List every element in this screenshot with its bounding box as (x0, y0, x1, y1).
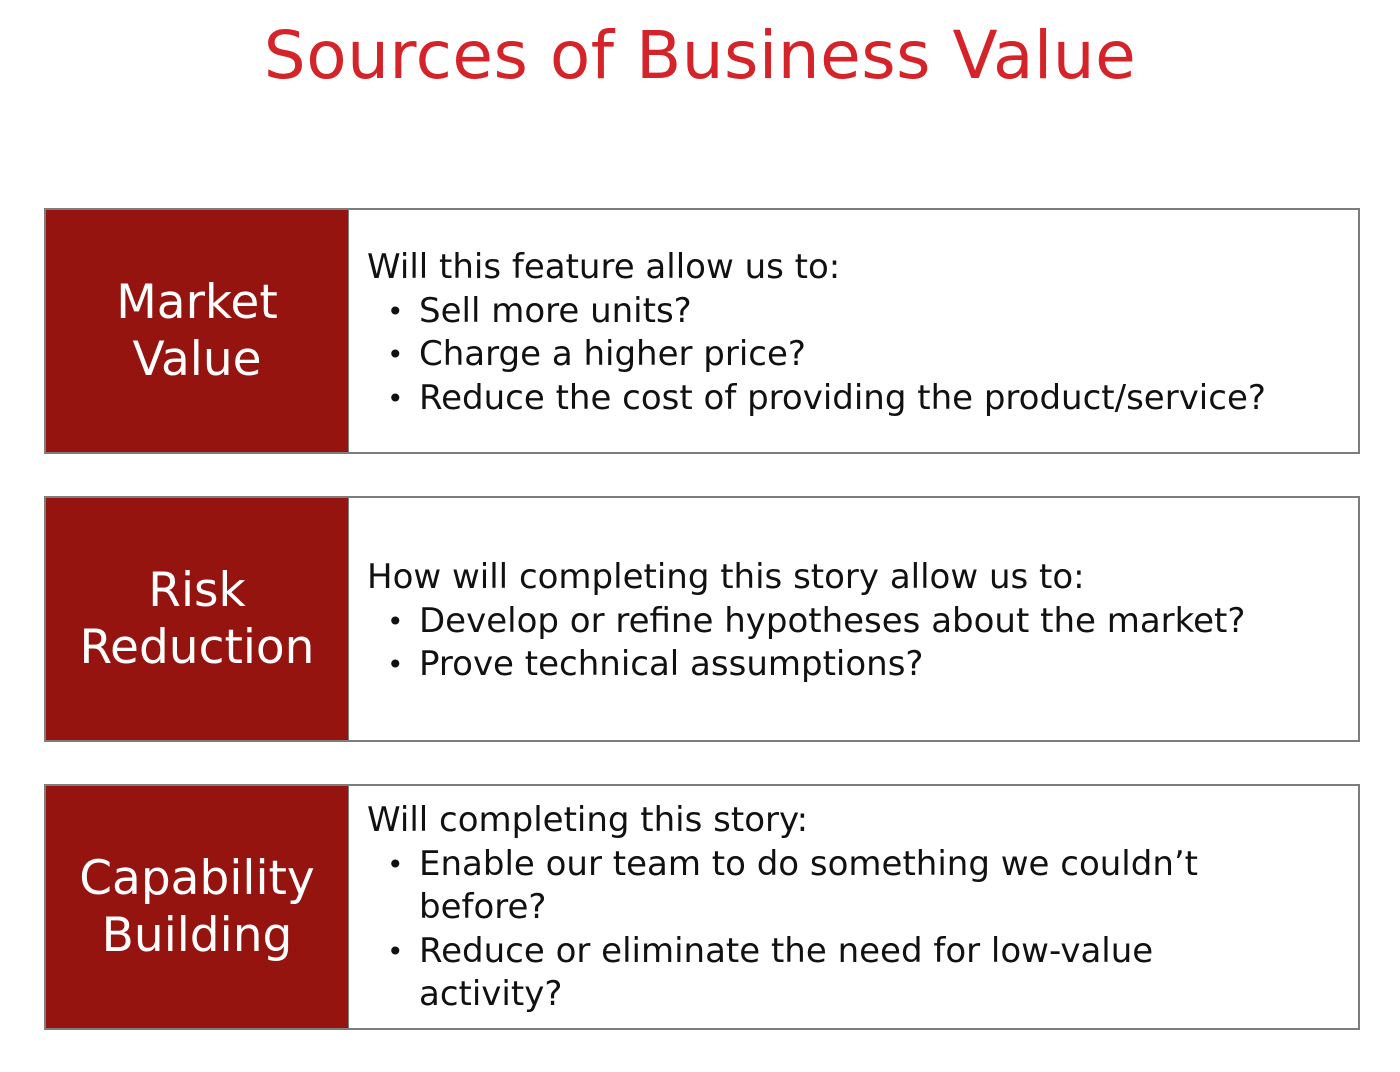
lead-text: Will completing this story: (367, 800, 809, 840)
bullet-text: Charge a higher price? (419, 334, 806, 374)
page-title: Sources of Business Value (263, 17, 1137, 94)
bullet-icon: • (387, 294, 404, 328)
bullet-icon: • (387, 648, 404, 681)
label-box-market-value: Market Value (44, 208, 348, 454)
bullet-icon: • (387, 604, 404, 638)
bullet-text: Sell more units? (419, 290, 692, 331)
label-market-value: Market Value (116, 275, 278, 387)
bullet-list: • Enable our team to do something we coul… (367, 843, 1247, 1017)
bullet-text: Reduce the cost of providing the product… (419, 377, 1266, 418)
list-item: • Develop or refine hypotheses about the … (367, 600, 1245, 644)
bullet-icon: • (387, 381, 404, 415)
bullet-list: • Sell more units? • Charge a higher price… (367, 290, 1266, 421)
label-risk-reduction: Risk Reduction (79, 563, 315, 675)
bullet-icon: • (387, 847, 404, 881)
bullet-text: Reduce or eliminate the need for low-val… (419, 930, 1154, 1015)
description-box-capability-building: Will completing this story: • Enable our … (348, 784, 1360, 1030)
list-item: • Sell more units? (367, 290, 1266, 334)
row-market-value: Market Value Will this feature allow us … (44, 208, 1360, 454)
row-capability-building: Capability Building Will completing this… (44, 784, 1360, 1030)
lead-text: Will this feature allow us to: (367, 247, 841, 287)
list-item: • Enable our team to do something we coul… (367, 843, 1247, 930)
list-item: • Charge a higher price? (367, 333, 1266, 377)
label-box-risk-reduction: Risk Reduction (44, 496, 348, 742)
bullet-text: Enable our team to do something we could… (419, 843, 1199, 928)
description-box-risk-reduction: How will completing this story allow us … (348, 496, 1360, 742)
label-capability-building: Capability Building (79, 851, 315, 963)
bullet-text: Prove technical assumptions? (419, 644, 924, 684)
bullet-text: Develop or refine hypotheses about the m… (419, 600, 1246, 641)
value-sources-list: Market Value Will this feature allow us … (44, 208, 1360, 1072)
bullet-list: • Develop or refine hypotheses about the … (367, 600, 1245, 687)
bullet-icon: • (387, 338, 404, 371)
bullet-icon: • (387, 934, 404, 968)
list-item: • Reduce the cost of providing the produc… (367, 377, 1266, 421)
description-box-market-value: Will this feature allow us to: • Sell mor… (348, 208, 1360, 454)
row-risk-reduction: Risk Reduction How will completing this … (44, 496, 1360, 742)
label-box-capability-building: Capability Building (44, 784, 348, 1030)
list-item: • Reduce or eliminate the need for low-va… (367, 930, 1247, 1017)
lead-text: How will completing this story allow us … (367, 557, 1085, 597)
list-item: • Prove technical assumptions? (367, 643, 1245, 687)
